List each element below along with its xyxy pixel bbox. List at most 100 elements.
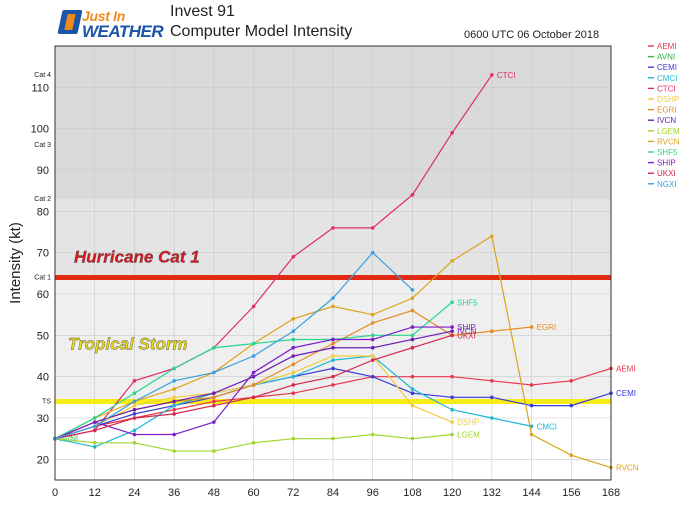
chart-header: Invest 91 Computer Model Intensity [170, 2, 352, 42]
series-point-LGEM [450, 432, 454, 437]
series-point-LGEM [172, 449, 176, 453]
series-point-SHF5 [132, 391, 137, 396]
series-point-RVCN [172, 387, 176, 391]
series-point-UKXI [410, 345, 415, 350]
series-point-UKXI [291, 383, 296, 387]
y-tick-label: 110 [31, 82, 49, 94]
series-point-CTCI [331, 226, 335, 230]
x-tick-label: 132 [483, 487, 501, 499]
series-point-AEMI [291, 391, 296, 396]
series-point-RVCN [569, 453, 574, 458]
series-end-label: DSHP [457, 418, 479, 427]
x-tick-label: 96 [367, 487, 379, 499]
series-point-IVCN [172, 399, 176, 404]
series-end-label: CMCI [537, 422, 557, 431]
series-point-SHF5 [92, 416, 97, 420]
legend-label: NGXI [657, 180, 677, 189]
x-tick-label: 168 [602, 487, 620, 499]
series-point-DSHP [291, 370, 296, 375]
series-point-RVCN [291, 317, 296, 321]
series-point-RVCN [490, 234, 494, 238]
series-end-label: AEMI [616, 364, 636, 373]
chart-title: Invest 91 [170, 3, 235, 20]
x-tick-label: 60 [247, 487, 259, 499]
series-point-SHIP [410, 325, 415, 329]
series-point-SHF5 [370, 333, 375, 338]
series-point-SHF5 [172, 366, 176, 371]
series-point-NGXI [212, 370, 216, 375]
series-point-LGEM [410, 436, 415, 441]
series-end-label: CTCI [497, 71, 516, 80]
series-point-NGXI [172, 379, 176, 383]
series-point-IVCN [251, 374, 256, 379]
logo-line2: WEATHER [82, 22, 164, 41]
series-point-CTCI [490, 73, 494, 77]
series-point-NGXI [132, 399, 137, 404]
series-point-NGXI [92, 424, 97, 429]
y-tick-label: 50 [37, 330, 49, 342]
series-point-RVCN [450, 259, 454, 263]
x-tick-label: 120 [443, 487, 461, 499]
series-end-label: SHIP [457, 323, 476, 332]
series-point-IVCN [291, 354, 296, 358]
series-point-EGRI [331, 341, 335, 346]
plot-frame [54, 45, 612, 481]
series-point-UKXI [92, 428, 97, 433]
series-point-LGEM [251, 441, 256, 445]
just-in-weather-logo: Just In WEATHER [57, 6, 164, 42]
series-point-LGEM [92, 441, 97, 445]
series-end-label: AVNI [60, 435, 78, 444]
series-point-SHIP [291, 345, 296, 350]
run-time: 0600 UTC 06 October 2018 [464, 29, 600, 41]
x-tick-label: 144 [522, 487, 540, 499]
series-end-label: RVCN [616, 464, 639, 473]
series-point-EGRI [410, 308, 415, 313]
series-point-LGEM [370, 432, 375, 437]
series-point-NGXI [410, 288, 415, 292]
series-point-EGRI [490, 329, 494, 334]
series-point-AEMI [212, 399, 216, 404]
series-point-UKXI [331, 374, 335, 379]
series-point-NGXI [251, 354, 256, 358]
series-point-IVCN [132, 407, 137, 412]
series-point-CMCI [291, 374, 296, 379]
series-point-LGEM [331, 436, 335, 441]
x-tick-label: 108 [403, 487, 421, 499]
series-point-LGEM [132, 441, 137, 445]
x-tick-label: 0 [52, 487, 58, 499]
y-tick-label: 60 [37, 289, 49, 301]
series-point-NGXI [291, 329, 296, 334]
series-point-EGRI [529, 325, 534, 329]
axes: 0 12 24 36 48 60 72 84 96 108 120 132 144 156 168 20 30 4… [7, 45, 620, 499]
series-end-label: IVCN [457, 327, 476, 336]
legend-label: SHF5 [657, 148, 678, 157]
series-point-RVCN [331, 304, 335, 309]
y-tick-label: 20 [37, 454, 49, 466]
series-point-DSHP [331, 354, 335, 358]
series-point-CTCI [370, 226, 375, 230]
series-point-CEMI [410, 391, 415, 396]
series-point-CEMI [490, 395, 494, 400]
series-point-DSHP [132, 403, 137, 408]
series-point-RVCN [529, 432, 534, 437]
series-point-CEMI [331, 366, 335, 371]
series-point-EGRI [291, 362, 296, 367]
y-tick-label: 40 [37, 372, 49, 384]
x-tick-label: 36 [168, 487, 180, 499]
series-point-EGRI [370, 321, 375, 325]
series-group: AEMI AVNI CEMI CMCI CTCI DSHP EGRI IVCN LGEM RVCN… [53, 71, 639, 473]
series-point-NGXI [370, 250, 375, 255]
series-end-label: LGEM [457, 431, 480, 440]
series-point-AEMI [490, 379, 494, 383]
series-point-SHIP [450, 325, 454, 329]
y-tick-label: 30 [37, 413, 49, 425]
series-point-CTCI [251, 304, 256, 309]
series-point-CTCI [410, 193, 415, 197]
series-point-LGEM [291, 436, 296, 441]
series-point-DSHP [370, 354, 375, 358]
series-point-EGRI [251, 383, 256, 387]
series-point-SHIP [370, 337, 375, 342]
series-point-UKXI [132, 416, 137, 420]
series-point-UKXI [251, 395, 256, 400]
